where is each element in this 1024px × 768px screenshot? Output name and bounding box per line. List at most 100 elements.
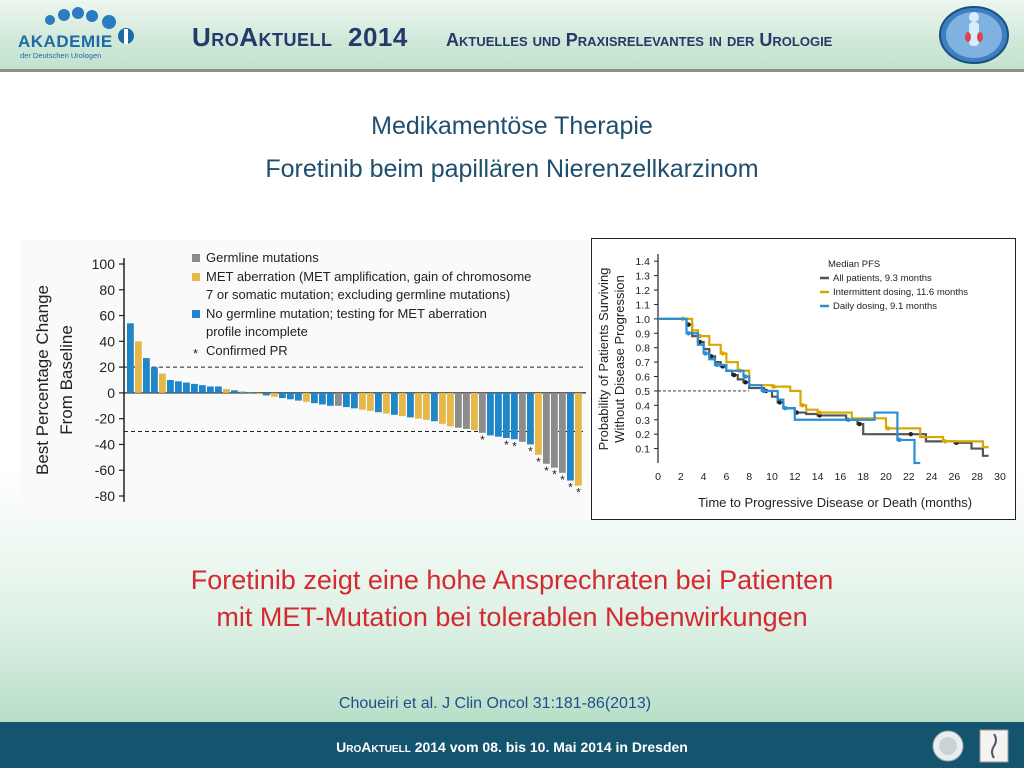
conference-name: UroAktuell: [192, 22, 333, 52]
y-tick-label: -20: [95, 411, 115, 427]
waterfall-bar: [375, 392, 382, 413]
y-tick-label: 60: [99, 308, 115, 324]
y-tick-label: 40: [99, 333, 115, 349]
footer-text: UroAktuell 2014 vom 08. bis 10. Mai 2014…: [0, 739, 1024, 755]
waterfall-bar: [527, 392, 534, 445]
waterfall-bar: [231, 390, 238, 393]
waterfall-bar: [295, 392, 302, 401]
km-censor-mark: [703, 351, 708, 356]
legend-label-pr: Confirmed PR: [206, 343, 288, 358]
waterfall-bar: [359, 392, 366, 410]
km-x-tick-label: 16: [835, 471, 847, 483]
logo-text: AKADEMIE: [18, 32, 113, 51]
waterfall-bar: [287, 392, 294, 400]
slide-subtitle: Foretinib beim papillären Nierenzellkarz…: [265, 155, 759, 183]
km-y-tick-label: 0.9: [635, 328, 650, 340]
km-x-tick-label: 6: [723, 471, 729, 483]
km-censor-mark: [720, 351, 725, 356]
legend-swatch-met: [192, 273, 200, 281]
waterfall-bar: [135, 341, 142, 393]
confirmed-pr-marker: *: [536, 455, 541, 469]
akademie-logo: [45, 7, 134, 44]
waterfall-bar: [463, 392, 470, 429]
km-censor-mark: [845, 417, 851, 422]
waterfall-bar: [343, 392, 350, 408]
footer-bar: [0, 722, 1024, 768]
waterfall-bar: [471, 392, 478, 431]
km-censor-mark: [743, 374, 748, 379]
legend-label-nogerm-line2: profile incomplete: [206, 324, 308, 339]
km-y-tick-label: 1.2: [635, 285, 650, 297]
waterfall-bar: [263, 392, 270, 396]
conference-subtitle: Aktuelles und Praxisrelevantes in der Ur…: [446, 30, 833, 50]
waterfall-bar: [327, 392, 334, 406]
km-x-tick-label: 0: [655, 471, 661, 483]
km-y-tick-label: 1.3: [635, 271, 650, 283]
confirmed-pr-marker: *: [576, 486, 581, 500]
waterfall-bar: [415, 392, 422, 419]
waterfall-bar: [319, 392, 326, 405]
km-censor-mark: [885, 426, 891, 431]
waterfall-bar: [535, 392, 542, 455]
footer-brand: UroAktuell: [336, 739, 411, 755]
waterfall-bar: [183, 382, 190, 393]
km-y-tick-label: 0.6: [635, 372, 650, 384]
km-y-tick-label: 0.3: [635, 415, 650, 427]
waterfall-bar: [247, 392, 254, 394]
legend-symbol-pr: *: [193, 346, 198, 361]
header-bar: AKADEMIE der Deutschen Urologen UroAktue…: [0, 0, 1024, 70]
legend-label-met-line1: MET aberration (MET amplification, gain …: [206, 269, 531, 284]
logo-subtitle: der Deutschen Urologen: [20, 51, 102, 60]
waterfall-bar: [543, 392, 550, 464]
km-x-tick-label: 22: [903, 471, 915, 483]
km-censor-mark: [771, 384, 777, 389]
km-series-line: [658, 317, 989, 449]
km-y-title-line2: Without Disease Progression: [612, 275, 627, 443]
waterfall-bar: [151, 367, 158, 393]
anatomy-emblem-icon: [939, 6, 1009, 64]
slide-title: Medikamentöse Therapie: [371, 112, 653, 140]
waterfall-bar: [223, 389, 230, 393]
km-y-tick-label: 0.4: [635, 400, 650, 412]
waterfall-bar: [367, 392, 374, 411]
legend-swatch-germline: [192, 254, 200, 262]
waterfall-bar: [391, 392, 398, 415]
km-x-tick-label: 30: [994, 471, 1006, 483]
footer-seal-icon: [932, 730, 964, 762]
km-y-tick-label: 0.8: [635, 343, 650, 355]
km-chart-svg: Probability of Patients Surviving Without…: [596, 254, 1006, 510]
conference-title: UroAktuell 2014: [192, 22, 408, 53]
km-series-line: [658, 317, 921, 465]
km-censor-mark: [714, 362, 720, 368]
confirmed-pr-marker: *: [568, 481, 573, 495]
km-censor-mark: [686, 331, 691, 336]
waterfall-bar: [207, 386, 214, 393]
waterfall-bar: [479, 392, 486, 433]
km-censor-mark: [817, 410, 822, 415]
km-series-line: [658, 317, 989, 457]
km-y-tick-label: 0.2: [635, 429, 650, 441]
confirmed-pr-marker: *: [560, 473, 565, 487]
km-y-tick-label: 0.1: [635, 444, 650, 456]
waterfall-bar: [303, 392, 310, 402]
waterfall-bar: [279, 392, 286, 399]
waterfall-bar: [439, 392, 446, 424]
km-censor-mark: [743, 380, 748, 385]
y-axis-title-line2: From Baseline: [57, 325, 76, 435]
km-censor-mark: [857, 421, 862, 427]
km-censor-mark: [783, 406, 788, 411]
km-y-tick-label: 0.5: [635, 386, 650, 398]
waterfall-bar: [167, 380, 174, 393]
y-tick-label: 0: [107, 385, 115, 401]
km-legend-label: Daily dosing, 9.1 months: [833, 301, 937, 312]
y-tick-label: -80: [95, 488, 115, 504]
waterfall-chart: Best Percentage Change From Baseline 100 80…: [20, 240, 590, 520]
waterfall-bar: [191, 383, 198, 393]
y-tick-label: 100: [92, 256, 116, 272]
confirmed-pr-marker: *: [512, 439, 517, 453]
km-censor-mark: [800, 403, 805, 408]
km-y-tick-label: 1.0: [635, 314, 650, 326]
y-axis-title-line1: Best Percentage Change: [33, 285, 52, 475]
waterfall-bar: [487, 392, 494, 436]
km-chart: Probability of Patients Surviving Without…: [591, 238, 1016, 520]
